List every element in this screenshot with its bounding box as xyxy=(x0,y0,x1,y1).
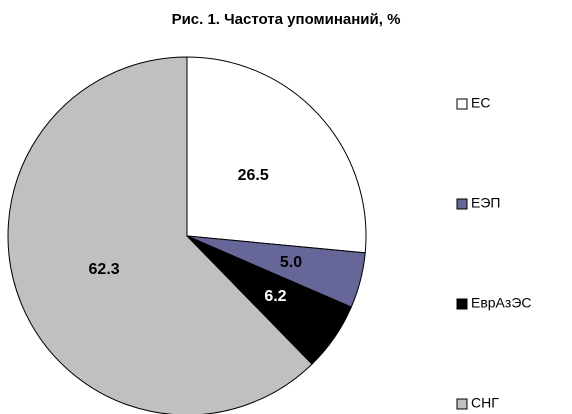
legend-swatch xyxy=(456,198,468,210)
legend-label: ЕЭП xyxy=(471,195,500,211)
legend-swatch xyxy=(456,398,468,410)
data-label: 62.3 xyxy=(89,261,120,278)
legend-label: ЕС xyxy=(471,95,490,111)
legend-swatch xyxy=(456,298,468,310)
data-label: 26.5 xyxy=(238,167,269,184)
legend-label: ЕврАзЭС xyxy=(471,295,532,311)
data-label: 5.0 xyxy=(280,254,302,271)
pie-slice xyxy=(7,56,313,414)
data-label: 6.2 xyxy=(264,288,286,305)
legend-label: СНГ xyxy=(471,395,499,411)
pie-slice xyxy=(186,56,367,254)
chart-title: Рис. 1. Частота упоминаний, % xyxy=(172,11,401,28)
legend-swatch xyxy=(456,98,468,110)
